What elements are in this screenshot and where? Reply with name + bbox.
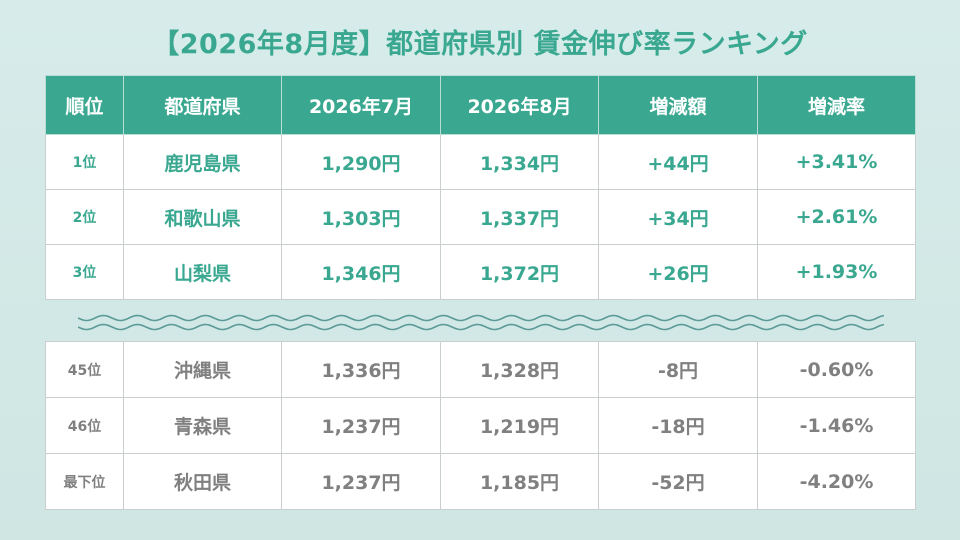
change-cell: -52円 — [598, 453, 758, 510]
rank-cell: 3位 — [45, 244, 124, 300]
rate-cell: -1.46% — [757, 397, 916, 454]
prefecture-cell: 和歌山県 — [123, 189, 282, 245]
july-cell: 1,346円 — [281, 244, 441, 300]
rank-cell: 45位 — [45, 341, 124, 398]
table-row: 46位 青森県 1,237円 1,219円 -18円 -1.46% — [45, 397, 916, 454]
rate-cell: -4.20% — [757, 453, 916, 510]
rate-cell: -0.60% — [757, 341, 916, 398]
july-cell: 1,237円 — [281, 397, 441, 454]
header-august: 2026年8月 — [440, 75, 599, 135]
rate-cell: +3.41% — [757, 134, 916, 190]
august-cell: 1,334円 — [440, 134, 599, 190]
table-row: 最下位 秋田県 1,237円 1,185円 -52円 -4.20% — [45, 453, 916, 510]
change-cell: +44円 — [598, 134, 758, 190]
august-cell: 1,328円 — [440, 341, 599, 398]
table-row: 1位 鹿児島県 1,290円 1,334円 +44円 +3.41% — [45, 134, 916, 190]
wave-divider — [78, 314, 884, 331]
change-cell: +26円 — [598, 244, 758, 300]
header-july: 2026年7月 — [281, 75, 441, 135]
change-cell: -18円 — [598, 397, 758, 454]
july-cell: 1,237円 — [281, 453, 441, 510]
august-cell: 1,219円 — [440, 397, 599, 454]
july-cell: 1,290円 — [281, 134, 441, 190]
header-prefecture: 都道府県 — [123, 75, 282, 135]
rank-cell: 2位 — [45, 189, 124, 245]
july-cell: 1,336円 — [281, 341, 441, 398]
top-ranking-table: 順位 都道府県 2026年7月 2026年8月 増減額 増減率 1位 鹿児島県 … — [45, 75, 916, 300]
rank-cell: 最下位 — [45, 453, 124, 510]
rate-cell: +1.93% — [757, 244, 916, 300]
prefecture-cell: 秋田県 — [123, 453, 282, 510]
july-cell: 1,303円 — [281, 189, 441, 245]
header-rate: 増減率 — [757, 75, 916, 135]
august-cell: 1,337円 — [440, 189, 599, 245]
table-row: 45位 沖縄県 1,336円 1,328円 -8円 -0.60% — [45, 341, 916, 398]
august-cell: 1,185円 — [440, 453, 599, 510]
august-cell: 1,372円 — [440, 244, 599, 300]
header-rank: 順位 — [45, 75, 124, 135]
table-row: 3位 山梨県 1,346円 1,372円 +26円 +1.93% — [45, 244, 916, 300]
table-row: 2位 和歌山県 1,303円 1,337円 +34円 +2.61% — [45, 189, 916, 245]
table-header-row: 順位 都道府県 2026年7月 2026年8月 増減額 増減率 — [45, 75, 916, 135]
wave-line-top — [78, 314, 884, 322]
rank-cell: 1位 — [45, 134, 124, 190]
rank-cell: 46位 — [45, 397, 124, 454]
wave-line-bottom — [78, 323, 884, 331]
bottom-ranking-table: 45位 沖縄県 1,336円 1,328円 -8円 -0.60% 46位 青森県… — [45, 341, 916, 510]
change-cell: -8円 — [598, 341, 758, 398]
header-change: 増減額 — [598, 75, 758, 135]
prefecture-cell: 鹿児島県 — [123, 134, 282, 190]
page-title: 【2026年8月度】都道府県別 賃金伸び率ランキング — [152, 29, 808, 60]
prefecture-cell: 沖縄県 — [123, 341, 282, 398]
rate-cell: +2.61% — [757, 189, 916, 245]
prefecture-cell: 山梨県 — [123, 244, 282, 300]
change-cell: +34円 — [598, 189, 758, 245]
prefecture-cell: 青森県 — [123, 397, 282, 454]
